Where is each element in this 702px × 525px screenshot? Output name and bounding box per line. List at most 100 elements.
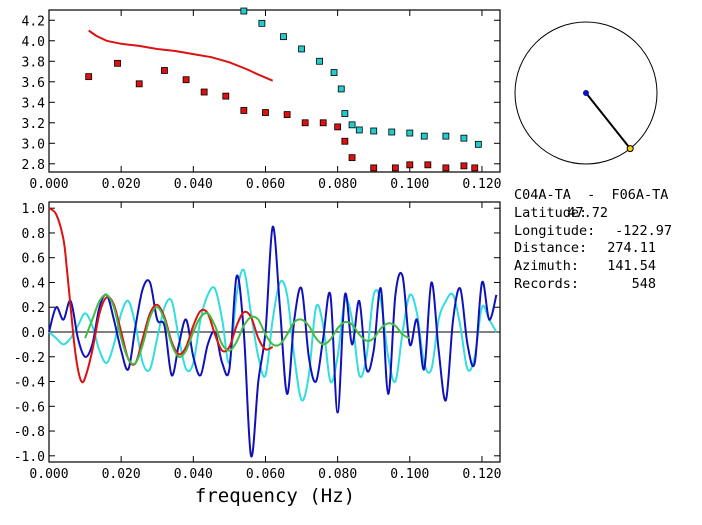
dispersion-x-axis: 0.000 0.020 0.040 0.060 0.080 0.100 0.120 [29,10,502,192]
azimuth-endpoint-dot [626,145,634,153]
y-tick-label: 0.6 [22,252,45,267]
blue-series-line [48,225,498,458]
cyan-square-point [258,19,266,27]
dispersion-plot-frame [48,9,501,173]
info-value: 141.54 [607,258,656,274]
cyan-square-point [316,57,324,65]
cyan-square-point [370,127,378,135]
station-center-dot [583,90,589,96]
info-row-records: Records: 548 [514,276,656,292]
red-square-point [391,164,399,172]
info-row-latitude: Latitude: 47.72 [514,205,608,221]
red-square-point [114,59,121,67]
cyan-square-point [341,110,349,117]
station-info: C04A-TA - F06A-TA Latitude: 47.72 Longit… [514,187,672,292]
red-square-point [460,162,468,170]
x-axis-label: frequency (Hz) [195,485,355,507]
red-square-point [85,73,93,81]
info-label: Distance: [514,240,587,256]
red-square-point [370,164,378,172]
x-tick-label: 0.040 [174,467,213,482]
azimuth-circle [514,21,658,165]
red-square-point [200,88,208,96]
info-value: 548 [632,276,656,292]
cyan-square-point [280,33,287,41]
red-square-point [471,164,479,172]
y-tick-label: 3.0 [22,137,45,152]
correlation-x-axis: 0.000 0.020 0.040 0.060 0.080 0.100 0.120 [29,202,502,482]
x-tick-label: 0.040 [174,177,213,192]
y-tick-label: 0.0 [22,326,45,341]
y-tick-label: 1.0 [22,202,45,217]
y-tick-label: 3.8 [22,55,45,70]
y-tick-label: -0.4 [14,376,45,391]
y-tick-label: 3.2 [22,117,45,132]
info-label: Records: [514,276,579,292]
info-value: 274.11 [607,240,656,256]
red-square-point [301,119,309,127]
red-series-line [48,207,274,384]
x-tick-label: 0.100 [390,467,429,482]
correlation-data [48,207,500,458]
cyan-series-line [48,268,498,402]
cyan-square-point [460,134,468,142]
y-tick-label: 3.6 [22,76,45,91]
x-tick-label: 0.120 [462,177,501,192]
x-tick-label: 0.000 [29,467,68,482]
info-row-distance: Distance: 274.11 [514,240,656,256]
cyan-square-point [442,132,450,140]
dispersion-data [85,7,482,172]
correlation-panel: 1.0 0.8 0.6 0.4 0.2 0.0 -0.2 -0.4 -0.6 -0.8 -1.0 0… [14,201,502,507]
cyan-square-point [388,128,396,136]
info-value: 47.72 [567,205,608,221]
y-tick-label: 2.8 [22,158,45,173]
cyan-square-point [298,45,305,53]
red-square-point [424,161,432,169]
x-tick-label: 0.060 [246,467,285,482]
cyan-square-point [240,7,248,15]
red-square-point [182,76,190,84]
red-square-point [161,67,168,74]
red-square-point [222,92,230,100]
station-pair-title: C04A-TA - F06A-TA [514,187,668,203]
red-square-point [283,111,291,118]
red-dispersion-curve [88,29,274,82]
x-tick-label: 0.060 [246,177,285,192]
y-tick-label: 0.2 [22,301,45,316]
x-tick-label: 0.020 [102,177,141,192]
y-tick-label: 0.4 [22,276,46,291]
azimuth-dial [514,21,658,165]
y-tick-label: -1.0 [14,450,45,465]
cyan-square-point [330,69,338,76]
x-tick-label: 0.080 [318,467,357,482]
correlation-y-axis: 1.0 0.8 0.6 0.4 0.2 0.0 -0.2 -0.4 -0.6 -0.8 -1.0 [14,202,500,465]
info-row-longitude: Longitude: -122.97 [514,223,672,239]
cyan-square-point [337,85,345,93]
y-tick-label: 0.8 [22,227,45,242]
cyan-square-point [474,140,482,148]
y-tick-label: -0.8 [14,425,45,440]
y-tick-label: -0.2 [14,351,45,366]
x-tick-label: 0.120 [462,467,501,482]
y-tick-label: 4.2 [22,14,45,29]
x-tick-label: 0.020 [102,467,141,482]
red-square-point [240,107,248,114]
red-square-point [348,154,356,162]
azimuth-line [585,92,631,150]
cyan-square-point [348,121,356,129]
info-label: Longitude: [514,223,595,239]
info-label: Azimuth: [514,258,579,274]
info-label: Latitude: [514,205,587,221]
dispersion-panel: 2.8 3.0 3.2 3.4 3.6 3.8 4.0 4.2 0.000 0.020 0.040… [22,7,502,192]
cyan-square-point [355,126,363,134]
info-row-azimuth: Azimuth: 141.54 [514,258,656,274]
info-value: -122.97 [615,223,672,239]
red-square-point [135,80,143,88]
x-tick-label: 0.080 [318,177,357,192]
x-tick-label: 0.100 [390,177,429,192]
red-square-point [406,161,414,169]
y-tick-label: 4.0 [22,35,45,50]
red-square-point [442,164,450,172]
red-square-point [262,109,269,116]
